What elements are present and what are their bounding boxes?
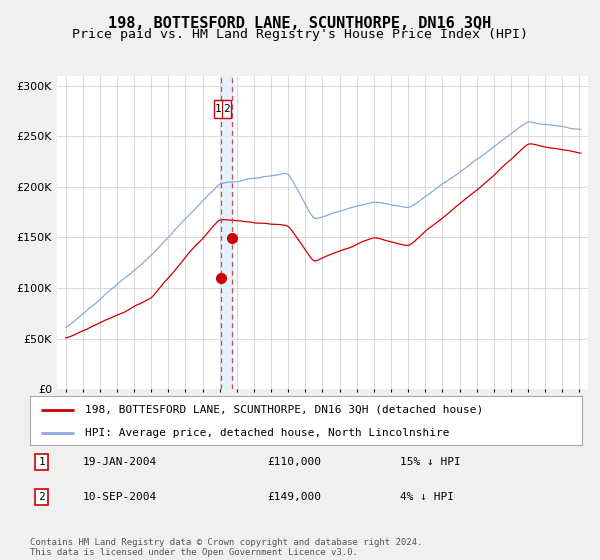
Text: Price paid vs. HM Land Registry's House Price Index (HPI): Price paid vs. HM Land Registry's House … [72, 28, 528, 41]
Text: 2: 2 [223, 104, 230, 114]
Bar [221, 76, 232, 389]
Text: 10-SEP-2004: 10-SEP-2004 [82, 492, 157, 502]
Text: 15% ↓ HPI: 15% ↓ HPI [400, 457, 461, 467]
FancyBboxPatch shape [214, 100, 231, 118]
Text: £110,000: £110,000 [268, 457, 322, 467]
Text: 198, BOTTESFORD LANE, SCUNTHORPE, DN16 3QH: 198, BOTTESFORD LANE, SCUNTHORPE, DN16 3… [109, 16, 491, 31]
Text: 2: 2 [38, 492, 45, 502]
Text: 1: 1 [38, 457, 45, 467]
Text: 19-JAN-2004: 19-JAN-2004 [82, 457, 157, 467]
Text: 1: 1 [215, 104, 221, 114]
Text: 4% ↓ HPI: 4% ↓ HPI [400, 492, 454, 502]
Text: £149,000: £149,000 [268, 492, 322, 502]
Text: Contains HM Land Registry data © Crown copyright and database right 2024.
This d: Contains HM Land Registry data © Crown c… [30, 538, 422, 557]
Text: HPI: Average price, detached house, North Lincolnshire: HPI: Average price, detached house, Nort… [85, 428, 450, 438]
Text: 198, BOTTESFORD LANE, SCUNTHORPE, DN16 3QH (detached house): 198, BOTTESFORD LANE, SCUNTHORPE, DN16 3… [85, 405, 484, 415]
